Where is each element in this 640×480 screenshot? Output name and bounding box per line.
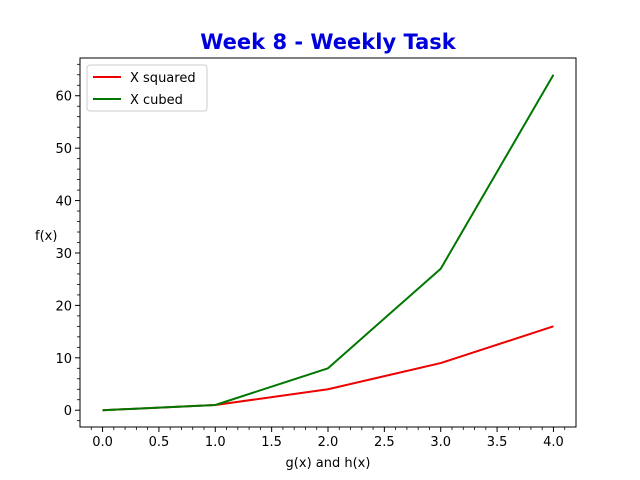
series-line-2 [102,74,555,412]
x-tick-label: 4.0 [543,435,564,450]
y-tick-label: 50 [55,142,72,157]
x-tick-label: 1.0 [205,435,226,450]
plot-frame [79,57,577,428]
legend-label: X squared [130,71,196,86]
y-tick-label: 0 [64,404,72,419]
y-tick-label: 40 [55,195,72,210]
chart-title: Week 8 - Weekly Task [200,30,456,54]
x-tick-label: 1.5 [261,435,282,450]
y-tick-label: 10 [55,352,72,367]
legend-label: X cubed [130,93,183,108]
plot-area: 0.0 0.5 1.0 1.5 2.0 2.5 3.0 3.5 4.0 0 10 20 30 40 50 60… [55,57,577,450]
y-tick-label: 60 [55,90,72,105]
x-tick-label: 2.5 [374,435,395,450]
x-tick-label: 2.0 [318,435,339,450]
y-tick-label: 20 [55,299,72,314]
x-axis-label: g(x) and h(x) [286,456,371,471]
x-tick-label: 3.5 [487,435,508,450]
x-tick-label: 3.0 [430,435,451,450]
x-tick-label: 0.5 [149,435,170,450]
y-tick-label: 30 [55,247,72,262]
x-tick-label: 0.0 [92,435,113,450]
y-axis-label: f(x) [35,229,57,244]
